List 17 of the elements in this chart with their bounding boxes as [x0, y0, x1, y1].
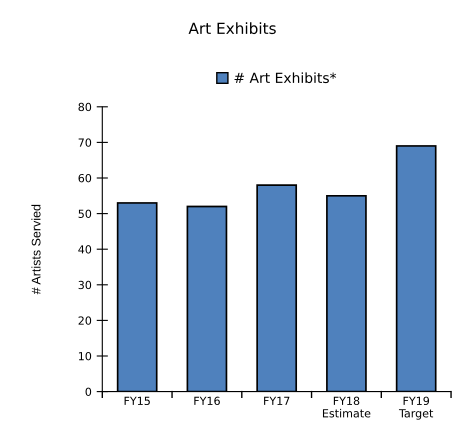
y-tick-label: 60: [78, 174, 92, 182]
x-tick-label: FY19 Target: [398, 396, 434, 420]
y-tick-label: 10: [78, 352, 92, 360]
x-tick-label: FY18 Estimate: [322, 396, 370, 418]
x-tick-label: FY16: [194, 396, 220, 406]
y-tick-label: 70: [78, 138, 92, 147]
x-tick-label: FY17: [264, 396, 290, 405]
x-tick-label: FY15: [124, 396, 150, 406]
y-tick-label: 30: [78, 280, 92, 290]
y-tick-label: 40: [78, 245, 92, 254]
chart-title: Art Exhibits: [188, 22, 276, 34]
y-axis-title: # Artists Servied: [31, 204, 41, 294]
legend-label: # Art Exhibits*: [234, 72, 336, 84]
y-tick-label: 80: [78, 102, 92, 112]
y-tick-label: 0: [86, 388, 92, 396]
y-tick-label: 20: [78, 316, 92, 325]
y-tick-label: 50: [78, 210, 92, 218]
